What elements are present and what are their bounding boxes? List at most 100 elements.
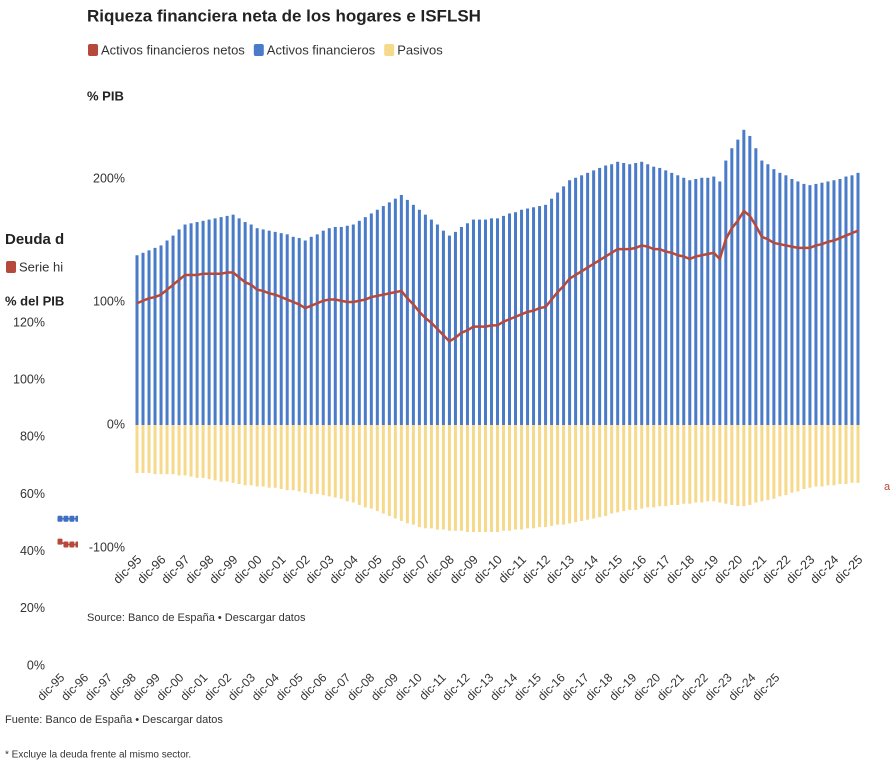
bar [141,252,145,425]
bar [778,425,782,497]
bar [640,425,644,509]
bar [634,425,638,510]
bar [477,425,481,533]
bar [213,218,217,425]
y-tick-label: 60% [20,487,45,501]
bar [411,204,415,425]
bar [760,425,764,502]
line [59,540,78,546]
bar [465,425,469,533]
legend-swatch [384,44,395,56]
bar [622,163,626,425]
y-tick-label: -100% [89,540,125,554]
bar [520,425,524,530]
bar [351,224,355,425]
bar [363,425,367,508]
bar [532,425,536,529]
bar [153,425,157,475]
bar [682,425,686,504]
bar [646,425,650,508]
y-tick-label: 20% [20,601,45,615]
bar [483,425,487,533]
bar [285,425,289,491]
bar [159,245,163,425]
bar [706,425,710,502]
bar [670,172,674,425]
legend-label: Activos financieros netos [101,42,245,57]
bar [333,226,337,425]
bar [652,425,656,508]
bar [676,425,680,505]
bar [183,425,187,476]
bar [375,209,379,425]
bar [333,425,337,498]
bar [417,209,421,425]
bar [459,226,463,425]
bar [604,425,608,517]
bar [363,217,367,425]
bar [195,425,199,478]
bar [712,425,716,502]
bar [297,238,301,425]
bar [838,179,842,425]
bar [772,425,776,499]
bar [616,425,620,513]
y-tick-label: 200% [93,171,125,185]
bar [820,425,824,487]
bar [820,182,824,425]
marker [69,515,75,522]
bar [237,425,241,485]
bar [754,425,758,503]
bar [742,129,746,426]
bar [327,228,331,425]
bar [399,194,403,425]
bar [604,165,608,425]
bar [826,181,830,425]
bar [568,425,572,524]
bar [718,425,722,503]
y-tick-label: 40% [20,544,45,558]
bar [249,224,253,425]
bar [802,425,806,489]
bar [279,233,283,425]
bar [766,164,770,426]
bar [309,236,313,425]
bar [387,202,391,425]
bar [550,425,554,526]
bar [610,425,614,514]
bar [790,179,794,425]
bar [279,425,283,489]
bar [748,135,752,425]
bar [225,425,229,482]
bar [213,425,217,481]
bar [592,170,596,425]
bar [435,425,439,530]
bar [670,425,674,505]
legend-swatch [6,261,16,273]
bar [694,179,698,425]
y-tick-label: 120% [13,315,45,329]
bar [177,425,181,476]
bar [207,425,211,480]
bar [369,425,373,509]
bar [357,220,361,425]
bar [291,236,295,425]
bar [147,425,151,473]
bar [135,425,139,473]
bar [544,425,548,528]
bar [327,425,331,497]
bar [538,206,542,425]
bar [538,425,542,528]
bar [441,230,445,425]
bar [291,425,295,491]
bar [435,224,439,425]
bar [285,234,289,425]
bar [850,175,854,425]
y-tick-label: 0% [27,658,45,672]
bar [237,218,241,425]
bar [844,425,848,485]
bar [826,425,830,486]
bar [243,425,247,486]
bar [231,214,235,425]
